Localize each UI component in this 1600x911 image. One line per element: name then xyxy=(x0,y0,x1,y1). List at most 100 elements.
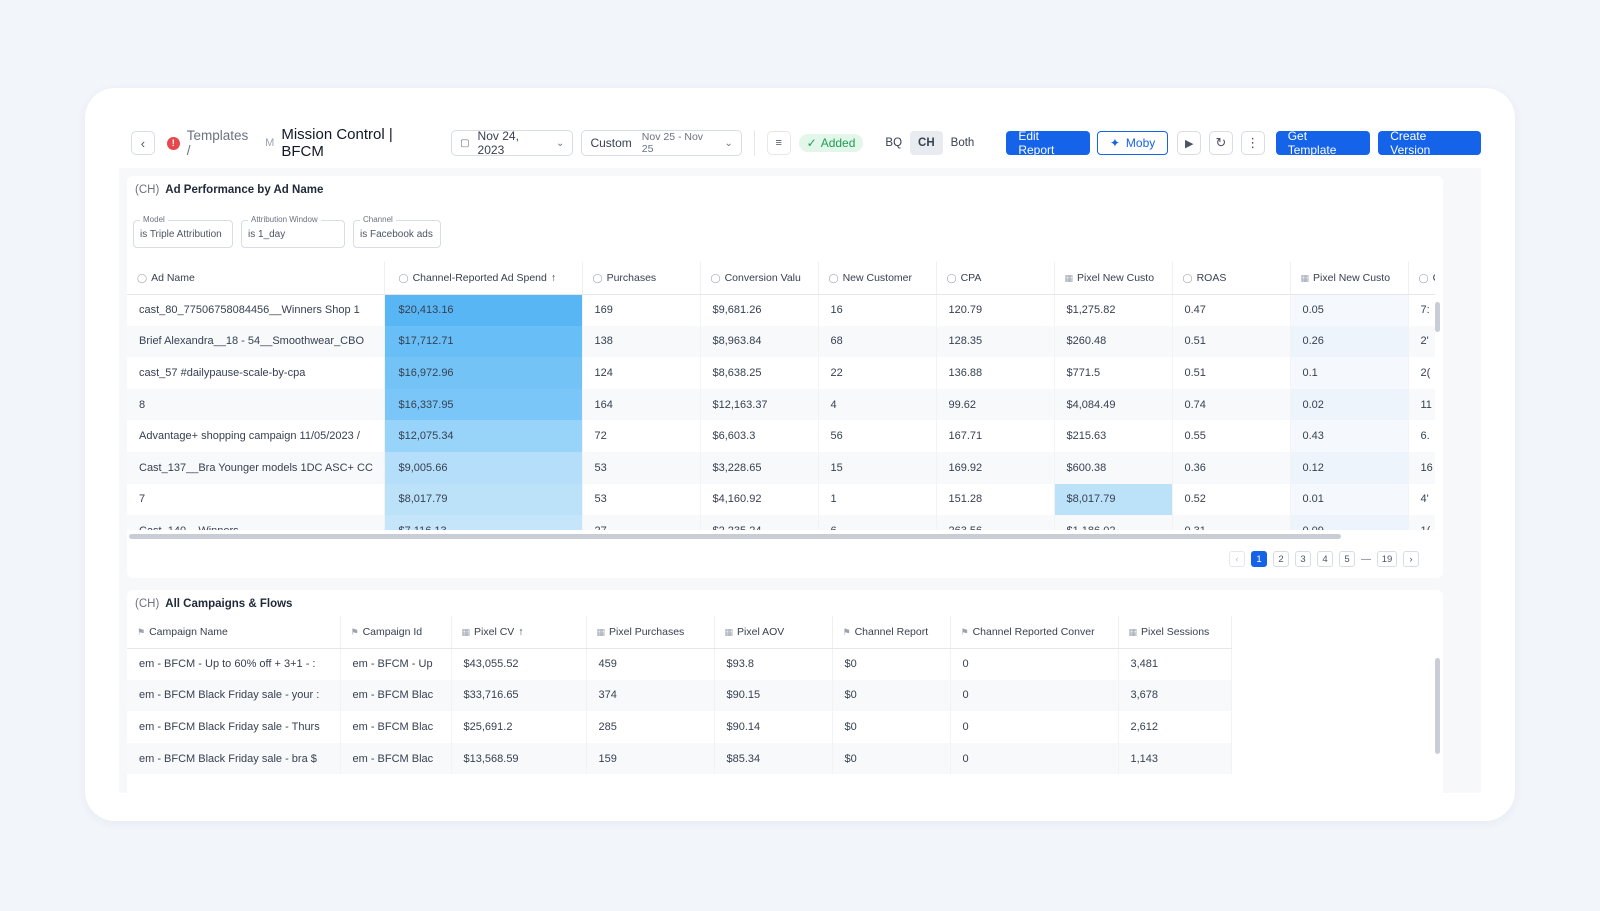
table-cell: 99.62 xyxy=(936,388,1055,421)
date-picker[interactable]: ▢ Nov 24, 2023 ⌄ xyxy=(451,129,574,157)
column-header[interactable]: ◯ Channel-Reported Ad Spend ↑ xyxy=(384,262,583,295)
table-cell: 167.71 xyxy=(936,420,1055,452)
table-cell: $3,228.65 xyxy=(700,451,819,484)
breadcrumb-templates[interactable]: Templates / xyxy=(186,128,249,158)
table-cell: $25,691.2 xyxy=(451,711,587,743)
compare-range-select[interactable]: Custom Nov 25 - Nov 25 ⌄ xyxy=(581,130,742,156)
column-header[interactable]: ⚑ Channel Report xyxy=(832,616,951,649)
column-label: Channel-Reported Ad Spend xyxy=(412,271,547,284)
refresh-button[interactable]: ↻ xyxy=(1209,131,1233,155)
table-row[interactable]: 7 $8,017.79 53 $4,160.92 1 151.28 $8,017.79 0.5… xyxy=(127,483,1435,516)
table-cell: 3,678 xyxy=(1118,679,1232,712)
edit-report-button[interactable]: Edit Report xyxy=(1006,129,1090,157)
page-button[interactable]: 3 xyxy=(1295,551,1311,567)
get-template-button[interactable]: Get Template xyxy=(1275,129,1371,157)
column-header[interactable]: ◯ New Customer xyxy=(818,262,937,295)
page-button[interactable]: 19 xyxy=(1377,551,1397,567)
column-header[interactable]: ▦ Pixel Sessions xyxy=(1118,616,1232,649)
column-header[interactable]: ▦ Pixel CV ↑ xyxy=(451,616,587,649)
pixel-icon: ▦ xyxy=(724,626,734,637)
table-row[interactable]: 8 $16,337.95 164 $12,163.37 4 99.62 $4,084.49 0… xyxy=(127,388,1435,421)
segment-both[interactable]: Both xyxy=(950,137,975,149)
column-header[interactable]: ▦ Pixel New Custo xyxy=(1290,262,1409,295)
table-row[interactable]: em - BFCM Black Friday sale - Thurs em - … xyxy=(127,711,1232,743)
table-row[interactable]: cast_57 #dailypause-scale-by-cpa $16,972.… xyxy=(127,357,1435,389)
table-cell: $17,712.71 xyxy=(384,325,583,358)
column-header[interactable]: ◯C xyxy=(1408,262,1435,295)
table-cell: em - BFCM Black Friday sale - bra $ xyxy=(127,742,341,775)
column-header[interactable]: ▦ Pixel New Custo xyxy=(1054,262,1173,295)
table-row[interactable]: em - BFCM Black Friday sale - bra $ em - … xyxy=(127,742,1232,775)
table-cell: 151.28 xyxy=(936,483,1055,516)
table-cell: 0.55 xyxy=(1172,420,1291,452)
source-segmented-control: BQ CH Both xyxy=(877,131,982,155)
table-cell: 0.02 xyxy=(1290,388,1409,421)
table-row[interactable]: em - BFCM - Up to 60% off + 3+1 - : em - … xyxy=(127,648,1232,680)
page-button[interactable]: 1 xyxy=(1251,551,1267,567)
table-cell: 27 xyxy=(582,515,701,530)
error-icon[interactable]: ! xyxy=(166,136,180,150)
table-cell: Cast_137__Bra Younger models 1DC ASC+ CC xyxy=(127,451,385,484)
create-version-button[interactable]: Create Version xyxy=(1378,129,1481,157)
table-cell: $1,186.02 xyxy=(1054,515,1173,530)
column-header[interactable]: ◯ ROAS xyxy=(1172,262,1291,295)
column-header[interactable]: ⚑ Campaign Id xyxy=(340,616,452,649)
table-cell: 164 xyxy=(582,388,701,421)
back-button[interactable]: ‹ xyxy=(131,131,155,155)
table-row[interactable]: Cast_137__Bra Younger models 1DC ASC+ CC… xyxy=(127,451,1435,484)
column-label: C xyxy=(1433,272,1435,284)
table-row[interactable]: Cast_140__Winners$7,116.1327$2,235.24626… xyxy=(127,515,1435,530)
sort-ascending-icon[interactable]: ↑ xyxy=(550,271,557,284)
table-cell: 3,481 xyxy=(1118,648,1232,680)
filter-chip-channel[interactable]: Channel is Facebook ads xyxy=(353,215,441,248)
table-cell: $90.15 xyxy=(714,679,833,712)
more-options-button[interactable]: ⋮ xyxy=(1240,131,1265,155)
column-header[interactable]: ▦ Pixel AOV xyxy=(714,616,833,649)
page-button[interactable]: 2 xyxy=(1273,551,1289,567)
filter-button[interactable]: ≡ xyxy=(766,131,791,155)
table-row[interactable]: em - BFCM Black Friday sale - your : em -… xyxy=(127,679,1232,712)
table-cell: 263.56 xyxy=(936,515,1055,530)
page-button[interactable]: 4 xyxy=(1317,551,1333,567)
moby-button[interactable]: ✦ Moby xyxy=(1096,131,1169,155)
filter-chip-model[interactable]: Model is Triple Attribution xyxy=(133,215,233,248)
column-label: Pixel New Custo xyxy=(1077,271,1155,284)
vertical-scrollbar[interactable] xyxy=(1435,302,1440,332)
column-header[interactable]: ◯ Ad Name xyxy=(127,262,385,295)
sparkle-icon: ✦ xyxy=(1109,136,1120,150)
source-prefix: (CH) xyxy=(135,598,160,610)
run-button[interactable]: ▶ xyxy=(1177,131,1202,155)
table-cell: $2,235.24 xyxy=(700,515,819,530)
table-cell: 0.52 xyxy=(1172,483,1291,516)
column-header[interactable]: ⚑ Campaign Name xyxy=(127,616,341,649)
column-header[interactable]: ◯ Purchases xyxy=(582,262,701,295)
segment-ch[interactable]: CH xyxy=(910,131,943,155)
table-cell: $7,116.13 xyxy=(384,515,583,530)
column-header[interactable]: ⚑ Channel Reported Conver xyxy=(950,616,1119,649)
pixel-icon: ▦ xyxy=(596,626,606,637)
horizontal-scrollbar[interactable] xyxy=(129,534,1341,539)
table-row[interactable]: Brief Alexandra__18 - 54__Smoothwear_CBO… xyxy=(127,325,1435,358)
table-row[interactable]: Advantage+ shopping campaign 11/05/2023 … xyxy=(127,420,1435,452)
segment-bq[interactable]: BQ xyxy=(885,137,903,149)
column-header[interactable]: ◯ CPA xyxy=(936,262,1055,295)
refresh-icon: ↻ xyxy=(1215,135,1227,150)
table-cell: 0.47 xyxy=(1172,294,1291,326)
column-label: Campaign Id xyxy=(362,625,423,638)
vertical-scrollbar[interactable] xyxy=(1435,658,1440,754)
filter-chip-attribution-window[interactable]: Attribution Window is 1_day xyxy=(241,215,345,248)
table-cell: 53 xyxy=(582,483,701,516)
table-cell: em - BFCM Black Friday sale - your : xyxy=(127,679,341,712)
column-header[interactable]: ◯ Conversion Valu xyxy=(700,262,819,295)
table-cell: $0 xyxy=(832,742,951,775)
prev-page-button[interactable]: ‹ xyxy=(1229,551,1245,567)
next-page-button[interactable]: › xyxy=(1403,551,1419,567)
table-cell: $90.14 xyxy=(714,711,833,743)
column-header[interactable]: ▦ Pixel Purchases xyxy=(586,616,715,649)
table-row[interactable]: cast_80_77506758084456__Winners Shop 1 $2… xyxy=(127,294,1435,326)
sort-ascending-icon[interactable]: ↑ xyxy=(518,625,524,638)
table-cell: em - BFCM - Up xyxy=(340,648,452,680)
page-button[interactable]: 5 xyxy=(1339,551,1355,567)
table-cell: cast_80_77506758084456__Winners Shop 1 xyxy=(127,294,385,326)
more-vertical-icon: ⋮ xyxy=(1246,135,1260,150)
